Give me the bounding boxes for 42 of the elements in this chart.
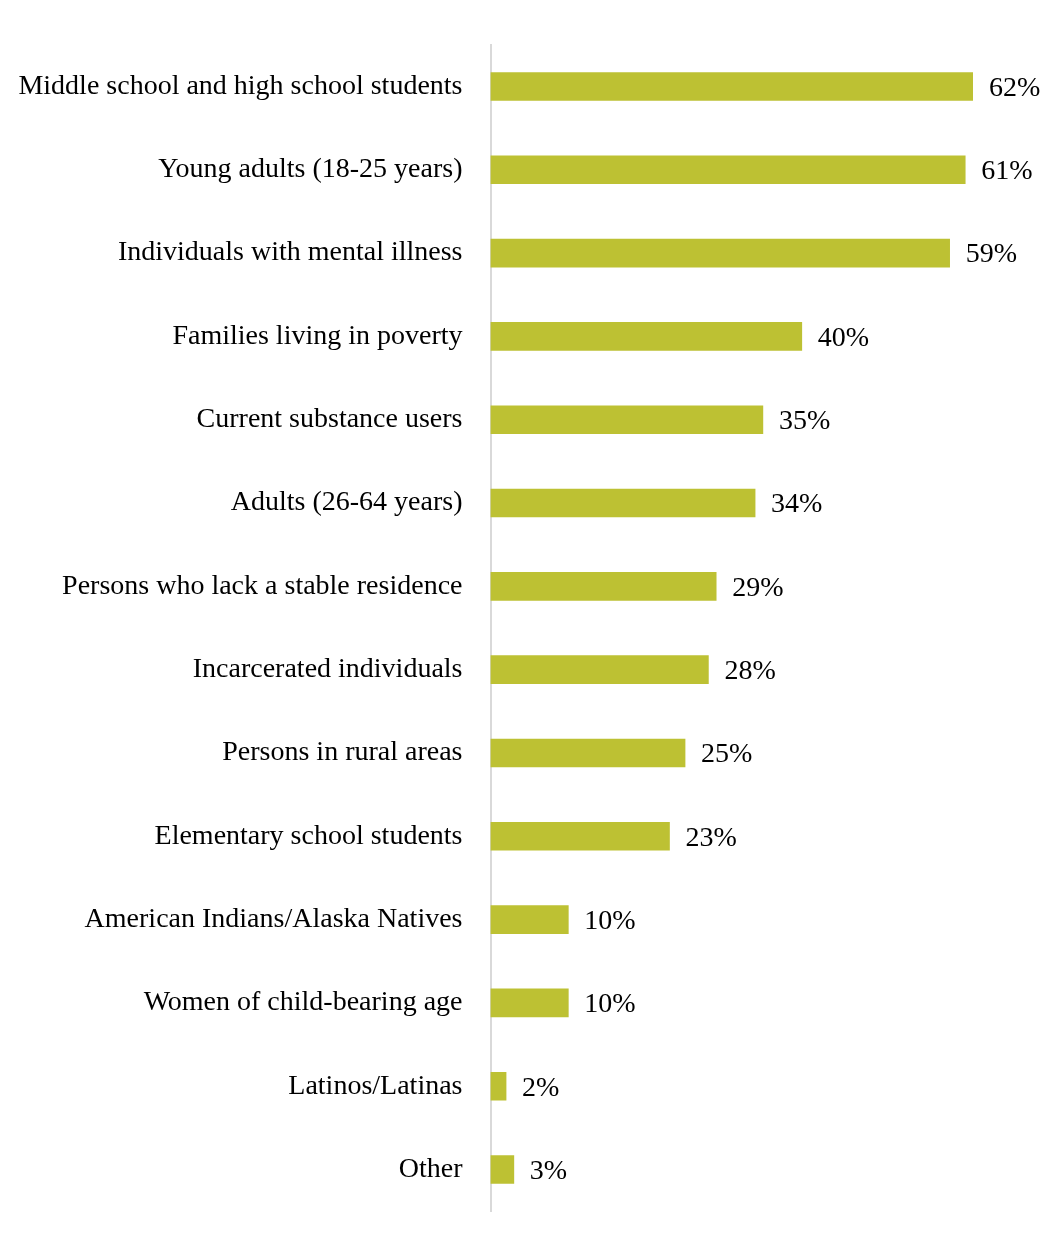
- y-tick-label: Incarcerated individuals: [192, 652, 463, 684]
- bar: [490, 322, 803, 351]
- bar: [490, 405, 764, 435]
- bar: [490, 572, 717, 601]
- data-label: 62%: [989, 70, 1041, 102]
- bar: [490, 905, 569, 934]
- data-label: 2%: [522, 1070, 560, 1102]
- bar: [490, 1155, 515, 1184]
- bar: [490, 655, 709, 684]
- data-label: 34%: [771, 487, 823, 519]
- y-tick-label: Other: [398, 1151, 464, 1183]
- data-label: 28%: [724, 654, 776, 686]
- bar: [490, 821, 670, 851]
- y-tick-label: Adults (26-64 years): [230, 485, 463, 517]
- bar: [490, 738, 686, 768]
- data-label: 10%: [584, 903, 636, 935]
- bar: [490, 238, 950, 268]
- y-tick-label: Families living in poverty: [172, 318, 463, 350]
- y-tick-label: Middle school and high school students: [18, 68, 463, 100]
- bar: [490, 72, 973, 101]
- data-label: 35%: [778, 404, 831, 436]
- y-tick-label: American Indians/Alaska Natives: [84, 901, 463, 933]
- data-label: 29%: [732, 570, 784, 602]
- bar: [490, 155, 966, 185]
- data-label: 40%: [817, 320, 870, 352]
- data-label: 25%: [701, 737, 753, 769]
- y-tick-label: Young adults (18-25 years): [158, 152, 463, 184]
- bar: [490, 488, 756, 518]
- bar: [490, 988, 569, 1018]
- y-tick-label: Latinos/Latinas: [288, 1068, 463, 1100]
- data-label: 10%: [584, 987, 636, 1019]
- data-label: 59%: [965, 237, 1017, 269]
- y-tick-label: Persons in rural areas: [222, 735, 463, 767]
- data-label: 23%: [685, 820, 737, 852]
- data-label: 3%: [529, 1153, 568, 1185]
- y-tick-label: Women of child-bearing age: [143, 985, 463, 1017]
- y-tick-label: Persons who lack a stable residence: [62, 568, 463, 600]
- bar: [490, 1071, 507, 1101]
- y-tick-label: Elementary school students: [154, 818, 463, 850]
- y-tick-label: Current substance users: [196, 402, 463, 434]
- data-label: 61%: [981, 154, 1033, 186]
- y-tick-label: Individuals with mental illness: [117, 235, 463, 267]
